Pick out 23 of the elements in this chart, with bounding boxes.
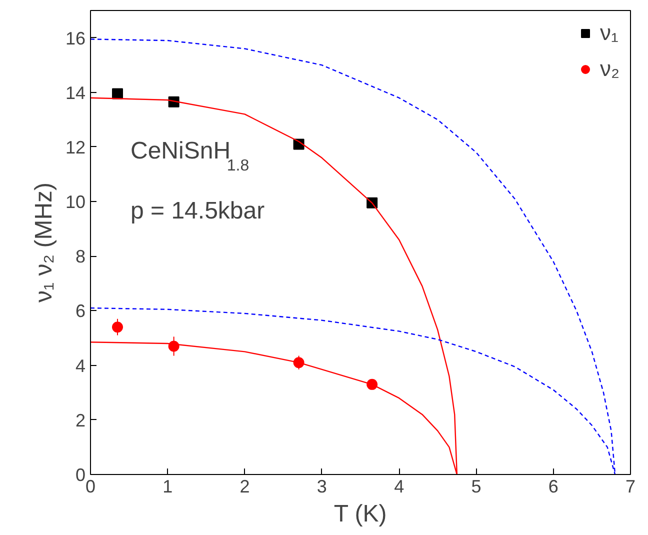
y-tick-label: 16 bbox=[65, 28, 86, 48]
legend-label: ν₁ bbox=[600, 20, 620, 46]
x-tick-label: 4 bbox=[394, 476, 404, 496]
point bbox=[112, 88, 123, 100]
x-tick-label: 7 bbox=[625, 476, 636, 496]
point bbox=[366, 378, 378, 390]
legend-label: ν₂ bbox=[600, 56, 620, 82]
y-tick-label: 8 bbox=[75, 246, 86, 267]
x-tick-label: 5 bbox=[471, 476, 482, 496]
y-tick-label: 12 bbox=[65, 137, 86, 158]
x-tick-label: 2 bbox=[240, 476, 250, 496]
y-tick-label: 4 bbox=[75, 356, 86, 376]
y-axis-title: ν₁ ν₂ (MHz) bbox=[30, 182, 58, 303]
annotation: p = 14.5kbar bbox=[130, 198, 265, 224]
point bbox=[112, 322, 123, 333]
x-tick-label: 1 bbox=[162, 476, 173, 496]
y-tick-label: 14 bbox=[65, 82, 86, 103]
y-tick-label: 6 bbox=[75, 301, 86, 322]
x-axis-title: T (K) bbox=[334, 500, 387, 528]
x-tick-label: 6 bbox=[548, 476, 558, 496]
y-tick-label: 2 bbox=[75, 410, 86, 430]
x-tick-label: 3 bbox=[316, 476, 327, 496]
y-tick-label: 10 bbox=[65, 192, 86, 212]
